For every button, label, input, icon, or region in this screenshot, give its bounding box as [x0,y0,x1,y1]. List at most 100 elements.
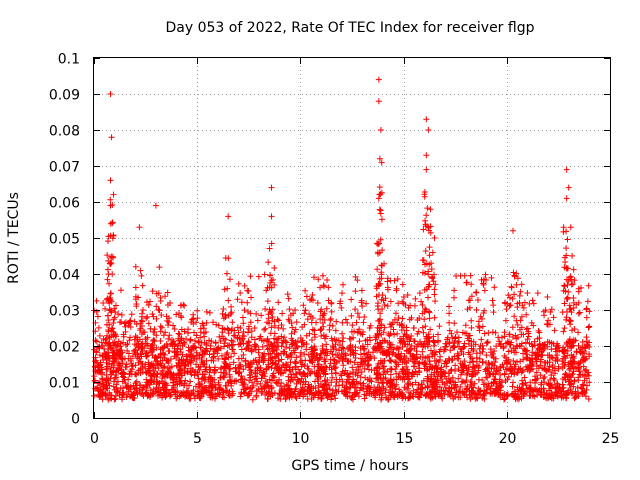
data-point [527,379,534,386]
data-point [387,298,394,305]
data-point [139,282,146,289]
data-point [586,308,593,315]
data-point [298,343,305,350]
data-point [580,363,587,370]
data-point [430,333,437,340]
data-point [127,368,134,375]
data-point [535,351,542,358]
data-point [152,358,159,365]
data-point [428,371,435,378]
data-point [102,385,109,392]
data-point [321,378,328,385]
data-point [411,359,418,366]
data-point [144,352,151,359]
data-point [416,290,423,297]
data-point [170,322,177,329]
data-point [309,292,316,299]
data-point [552,348,559,355]
data-point [474,395,481,402]
data-point [420,226,427,233]
data-point [523,311,530,318]
data-point [406,338,413,345]
data-point [268,385,275,392]
data-point [158,312,165,319]
data-point [376,339,383,346]
data-point [517,343,524,350]
data-point [235,369,242,376]
data-point [113,386,120,393]
data-point [531,338,538,345]
data-point [565,184,572,191]
data-point [245,339,252,346]
data-point [134,337,141,344]
data-point [119,360,126,367]
y-tick-label: 0.04 [49,268,80,284]
data-point [132,380,139,387]
data-point [359,303,366,310]
data-point [162,293,169,300]
data-point [416,367,423,374]
data-point [281,334,288,341]
data-point [225,326,232,333]
data-point [110,319,117,326]
data-point [436,323,443,330]
data-point [579,381,586,388]
data-point [448,357,455,364]
data-point [354,361,361,368]
data-point [446,340,453,347]
data-point [397,374,404,381]
data-point [93,297,100,304]
data-point [308,296,315,303]
data-point [461,340,468,347]
data-point [497,364,504,371]
data-point [520,350,527,357]
data-point [389,383,396,390]
data-point [349,322,356,329]
data-point [363,351,370,358]
data-point [467,297,474,304]
data-point [528,319,535,326]
data-point [577,346,584,353]
data-point [163,387,170,394]
data-point [562,395,569,402]
y-tick-label: 0.03 [49,304,80,320]
data-point [419,302,426,309]
data-point [237,363,244,370]
data-point [441,390,448,397]
data-point [117,385,124,392]
data-point [563,166,570,173]
data-point [262,378,269,385]
data-point [396,335,403,342]
data-point [157,338,164,345]
data-point [171,372,178,379]
data-point [461,358,468,365]
data-point [232,377,239,384]
data-point [264,379,271,386]
data-point [116,362,123,369]
data-point [286,345,293,352]
data-point [268,240,275,247]
data-point [413,354,420,361]
data-point [96,393,103,400]
data-point [246,392,253,399]
data-point [228,303,235,310]
data-point [546,382,553,389]
data-point [329,374,336,381]
data-point [391,277,398,284]
data-point [194,369,201,376]
data-point [260,338,267,345]
data-point [266,376,273,383]
data-point [173,311,180,318]
data-point [326,364,333,371]
data-point [393,370,400,377]
data-point [180,339,187,346]
data-point [451,287,458,294]
data-point [257,380,264,387]
data-point [189,316,196,323]
data-point [170,382,177,389]
data-point [264,335,271,342]
data-point [247,319,254,326]
data-point [503,357,510,364]
data-point [320,370,327,377]
data-point [161,343,168,350]
